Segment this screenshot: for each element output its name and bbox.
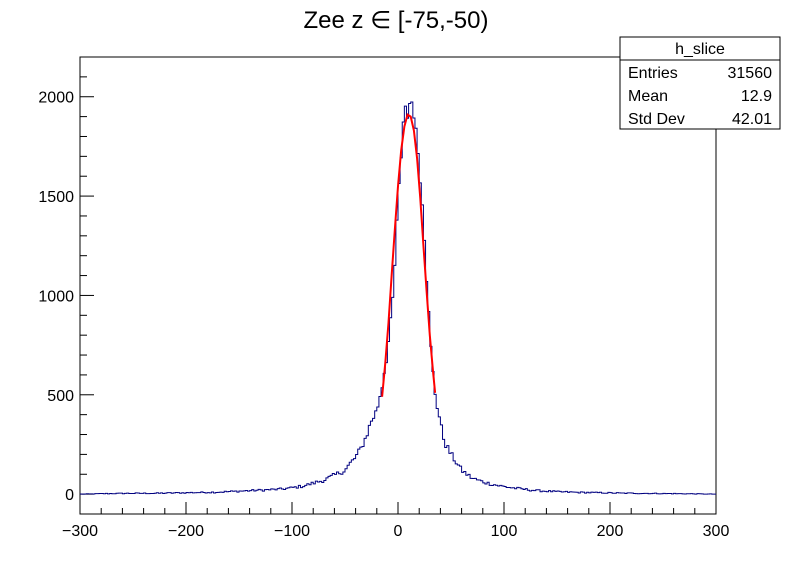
stats-box-frame xyxy=(619,36,781,130)
y-tick-label: 2000 xyxy=(38,90,74,107)
stats-stddev-value: 42.01 xyxy=(732,111,772,128)
x-tick-label: −200 xyxy=(168,523,204,540)
x-tick-label: 200 xyxy=(597,523,624,540)
stats-mean-value: 12.9 xyxy=(741,88,772,105)
x-tick-label: −100 xyxy=(274,523,310,540)
x-tick-label: 0 xyxy=(394,523,403,540)
x-tick-label: 100 xyxy=(491,523,518,540)
y-tick-label: 0 xyxy=(65,487,74,504)
y-axis: 0 500 1000 1500 2000 xyxy=(38,76,94,515)
stats-box: h_slice Entries 31560 Mean 12.9 Std Dev … xyxy=(619,36,781,130)
chart-title: Zee z ∈ [-75,-50) xyxy=(304,7,489,34)
stats-mean-label: Mean xyxy=(628,88,668,105)
x-tick-label: −300 xyxy=(62,523,98,540)
stats-stddev-label: Std Dev xyxy=(628,111,685,128)
y-tick-label: 1500 xyxy=(38,189,74,206)
histogram-series xyxy=(80,101,716,495)
gaussian-fit-curve xyxy=(381,113,437,397)
y-tick-label: 500 xyxy=(47,388,74,405)
x-tick-label: 300 xyxy=(703,523,730,540)
x-axis: −300 −200 −100 0 100 200 300 xyxy=(62,502,729,540)
stats-entries-value: 31560 xyxy=(728,65,773,82)
y-tick-label: 1000 xyxy=(38,288,74,305)
stats-entries-label: Entries xyxy=(628,65,678,82)
stats-box-title: h_slice xyxy=(675,41,725,58)
